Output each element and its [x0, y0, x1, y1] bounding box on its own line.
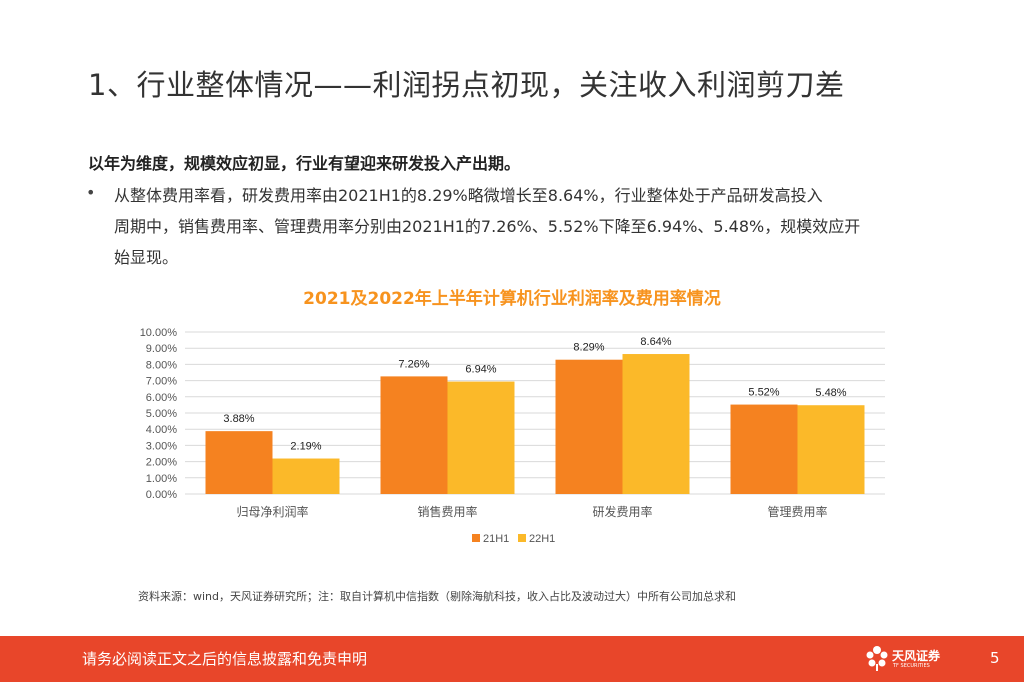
y-tick-label: 5.00%	[146, 408, 177, 420]
bar-21h1	[555, 359, 623, 494]
y-tick-label: 4.00%	[146, 424, 177, 436]
logo-name: 天风证券	[892, 649, 941, 663]
bullet-line: 从整体费用率看，研发费用率由2021H1的8.29%略微增长至8.64%，行业整…	[114, 186, 823, 205]
data-label: 8.29%	[573, 342, 604, 354]
lead-paragraph: 以年为维度，规模效应初显，行业有望迎来研发投入产出期。	[88, 154, 521, 173]
x-tick-label: 销售费用率	[417, 504, 477, 519]
legend-label: 22H1	[529, 533, 555, 545]
bar-22h1	[447, 381, 515, 494]
y-tick-label: 8.00%	[146, 359, 177, 371]
data-label: 3.88%	[223, 413, 254, 425]
bar-22h1	[622, 354, 690, 494]
chart-title: 2021及2022年上半年计算机行业利润率及费用率情况	[303, 289, 721, 309]
bar-22h1	[272, 458, 340, 494]
y-tick-label: 1.00%	[146, 473, 177, 485]
data-label: 7.26%	[398, 358, 429, 370]
y-tick-label: 7.00%	[146, 376, 177, 388]
bar-21h1	[205, 431, 273, 494]
page-number: 5	[990, 649, 1000, 667]
bullet-line: 周期中，销售费用率、管理费用率分别由2021H1的7.26%、5.52%下降至6…	[114, 217, 861, 236]
y-tick-label: 6.00%	[146, 392, 177, 404]
y-tick-label: 0.00%	[146, 489, 177, 501]
data-label: 8.64%	[640, 336, 671, 348]
y-tick-label: 2.00%	[146, 457, 177, 469]
bar-22h1	[797, 405, 865, 494]
bar-21h1	[380, 376, 448, 494]
x-tick-label: 管理费用率	[767, 504, 827, 519]
data-label: 5.52%	[748, 387, 779, 399]
y-tick-label: 3.00%	[146, 440, 177, 452]
page-title: 1、行业整体情况——利润拐点初现，关注收入利润剪刀差	[88, 68, 845, 102]
bullet-marker: •	[86, 183, 96, 202]
data-label: 5.48%	[815, 387, 846, 399]
legend-swatch	[518, 534, 526, 542]
x-tick-label: 研发费用率	[592, 504, 652, 519]
data-label: 2.19%	[290, 441, 321, 453]
company-logo: 天风证券 TF SECURITIES	[864, 644, 954, 674]
bullet-paragraph: 从整体费用率看，研发费用率由2021H1的8.29%略微增长至8.64%，行业整…	[114, 180, 914, 273]
bar-21h1	[730, 404, 798, 494]
flower-icon	[866, 646, 888, 671]
legend-label: 21H1	[483, 533, 509, 545]
source-note: 资料来源：wind，天风证券研究所；注：取自计算机中信指数（剔除海航科技，收入占…	[138, 590, 737, 603]
logo-subtitle: TF SECURITIES	[893, 663, 930, 669]
data-label: 6.94%	[465, 364, 496, 376]
bar-chart: 0.00% 1.00% 2.00% 3.00% 4.00% 5.00% 6.00% 7.00%…	[140, 327, 885, 545]
disclaimer-text: 请务必阅读正文之后的信息披露和免责申明	[82, 650, 368, 668]
bullet-line: 始显现。	[114, 248, 179, 267]
x-tick-label: 归母净利润率	[236, 504, 308, 519]
footer-bar: 请务必阅读正文之后的信息披露和免责申明 天风证券 TF SECURITIES 5	[0, 636, 1024, 682]
y-tick-label: 10.00%	[140, 327, 178, 339]
y-tick-label: 9.00%	[146, 343, 177, 355]
legend-swatch	[472, 534, 480, 542]
